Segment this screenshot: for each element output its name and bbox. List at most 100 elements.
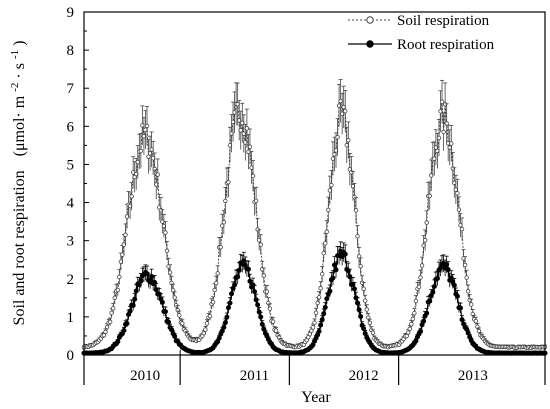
data-point (250, 173, 256, 179)
data-point (318, 286, 323, 291)
data-point (129, 194, 134, 199)
data-point (367, 320, 373, 325)
legend-swatch-soil-marker (366, 16, 374, 24)
data-point (215, 271, 220, 276)
data-point (172, 295, 177, 300)
data-point (103, 329, 108, 335)
data-point (459, 317, 465, 323)
data-point (473, 318, 479, 324)
data-point (455, 191, 460, 196)
data-point (120, 252, 125, 257)
data-point (227, 300, 233, 306)
data-point (313, 310, 319, 315)
data-point (319, 317, 325, 323)
data-point (419, 263, 425, 268)
data-point (133, 288, 139, 294)
data-point (424, 220, 429, 225)
y-tick-label: 3 (67, 234, 75, 250)
y-tick-label: 4 (67, 196, 75, 212)
data-point (112, 295, 117, 300)
data-point (218, 244, 223, 250)
x-tick-label: 2013 (458, 368, 488, 384)
data-point (439, 99, 445, 104)
data-point (170, 288, 176, 293)
series-layer (81, 79, 548, 356)
data-point (355, 300, 361, 306)
data-point (213, 280, 219, 286)
data-point (204, 321, 210, 326)
data-point (253, 198, 259, 203)
data-point (318, 322, 324, 328)
series-soil (81, 79, 548, 351)
data-point (163, 230, 168, 235)
data-point (464, 275, 469, 280)
y-axis-title-unit: (μmol· m (11, 95, 28, 156)
data-point (247, 144, 253, 149)
data-point (409, 321, 414, 327)
data-point (324, 229, 329, 234)
y-axis-title-group: Soil and root respiration (μmol· m -2 · … (5, 41, 28, 326)
data-point (404, 333, 409, 339)
series-line (83, 100, 546, 349)
data-point (107, 319, 113, 325)
data-point (223, 198, 228, 204)
y-axis-title-exp1: -2 (9, 83, 21, 92)
data-point (329, 182, 334, 188)
data-point (258, 314, 264, 320)
data-point (255, 302, 261, 308)
data-point (333, 267, 339, 273)
data-point (355, 234, 360, 239)
data-point (424, 310, 430, 316)
data-point (356, 307, 362, 313)
legend: Soil respiration Root respiration (348, 13, 495, 53)
data-point (117, 274, 122, 280)
data-point (229, 291, 235, 297)
data-point (323, 241, 328, 246)
data-point (413, 298, 419, 304)
data-point (331, 262, 337, 268)
data-point (434, 275, 440, 281)
y-axis-title-mid: · s (11, 63, 28, 79)
data-point (410, 316, 416, 322)
data-point (431, 284, 437, 290)
data-point (324, 296, 330, 302)
data-point (138, 278, 144, 284)
data-point (418, 275, 423, 280)
data-point (358, 313, 364, 319)
x-tick-label: 2011 (240, 368, 269, 384)
y-axis: 0 1 2 3 4 5 6 7 8 9 (67, 5, 89, 364)
data-point (222, 320, 228, 326)
data-point (203, 327, 208, 332)
data-point (476, 328, 482, 334)
series-root (81, 241, 548, 356)
data-point (422, 238, 428, 243)
x-axis: 2010 2011 2012 2013 (130, 350, 488, 385)
x-tick-label: 2012 (349, 368, 379, 384)
data-point (226, 180, 231, 185)
data-point (346, 138, 351, 143)
y-axis-title: Soil and root respiration (μmol· m -2 · … (5, 41, 28, 326)
legend-swatch-root-marker (366, 40, 374, 48)
data-point (244, 126, 250, 131)
data-point (115, 339, 121, 345)
data-point (127, 308, 133, 314)
data-point (172, 333, 178, 339)
data-point (235, 274, 241, 280)
data-point (261, 273, 266, 278)
y-axis-title-close: ) (11, 41, 28, 46)
data-point (407, 326, 412, 332)
data-point (444, 121, 449, 126)
data-point (469, 302, 474, 307)
data-point (364, 307, 369, 312)
data-point (309, 328, 314, 334)
data-point (412, 310, 417, 316)
data-point (138, 148, 144, 154)
data-point (177, 313, 182, 318)
data-point (436, 135, 442, 141)
data-point (361, 286, 366, 291)
data-point (326, 207, 331, 213)
legend-item-root: Root respiration (348, 37, 495, 53)
data-point (444, 262, 450, 268)
x-tick-label: 2010 (130, 368, 160, 384)
y-tick-label: 1 (67, 310, 75, 326)
